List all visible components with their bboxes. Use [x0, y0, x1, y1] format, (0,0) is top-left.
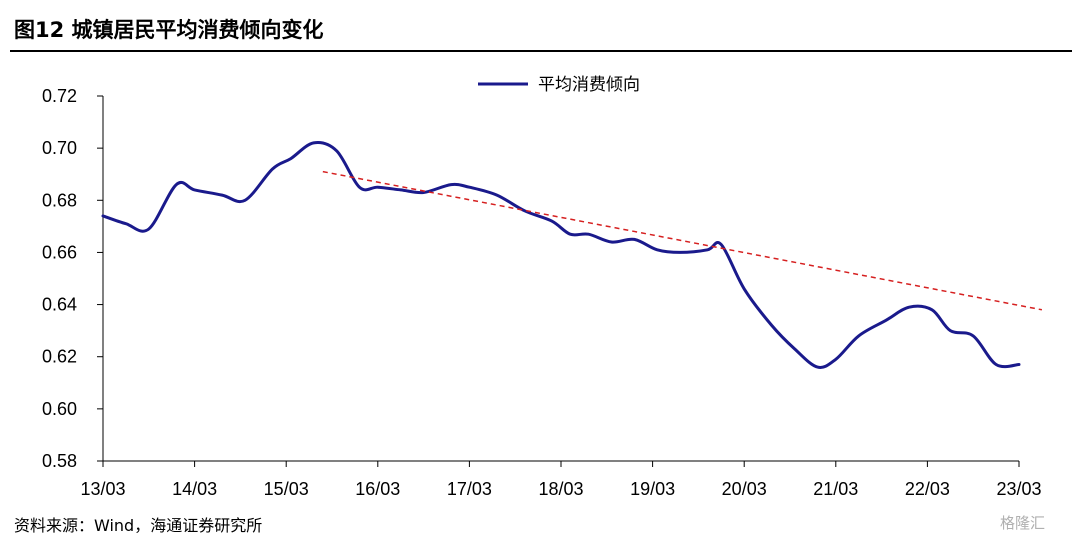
x-tick-label: 22/03	[905, 479, 950, 499]
x-tick-label: 18/03	[538, 479, 583, 499]
y-tick-label: 0.60	[42, 399, 77, 419]
y-tick-label: 0.58	[42, 451, 77, 471]
y-tick-label: 0.66	[42, 242, 77, 262]
x-tick-label: 23/03	[996, 479, 1041, 499]
series-consumption-propensity-line	[101, 141, 1021, 369]
y-tick-label: 0.64	[42, 295, 77, 315]
x-tick-label: 21/03	[813, 479, 858, 499]
y-tick-label: 0.68	[42, 190, 77, 210]
y-tick-label: 0.72	[42, 86, 77, 106]
x-tick-label: 13/03	[80, 479, 125, 499]
x-axis: 13/03 14/03 15/03 16/03 17/03 18/03 19/03 20/03…	[80, 460, 1042, 499]
x-tick-label: 14/03	[172, 479, 217, 499]
x-tick-label: 19/03	[630, 479, 675, 499]
x-tick-label: 16/03	[355, 479, 400, 499]
figure-title: 图12 城镇居民平均消费倾向变化	[14, 18, 324, 42]
x-tick-label: 20/03	[722, 479, 767, 499]
legend-label-consumption-propensity: 平均消费倾向	[538, 75, 640, 95]
source-note: 资料来源：Wind，海通证券研究所	[14, 516, 263, 535]
x-tick-label: 15/03	[264, 479, 309, 499]
y-axis: 0.58 0.60 0.62 0.64 0.66 0.68 0.70 0.72	[42, 86, 104, 471]
y-tick-label: 0.62	[42, 347, 77, 367]
title-divider	[10, 50, 1072, 52]
watermark: 格隆汇	[1000, 514, 1046, 532]
y-tick-label: 0.70	[42, 138, 77, 158]
plot-area	[101, 141, 1043, 369]
series-trend-line	[322, 170, 1043, 311]
x-tick-label: 17/03	[447, 479, 492, 499]
legend: 平均消费倾向	[478, 75, 640, 95]
